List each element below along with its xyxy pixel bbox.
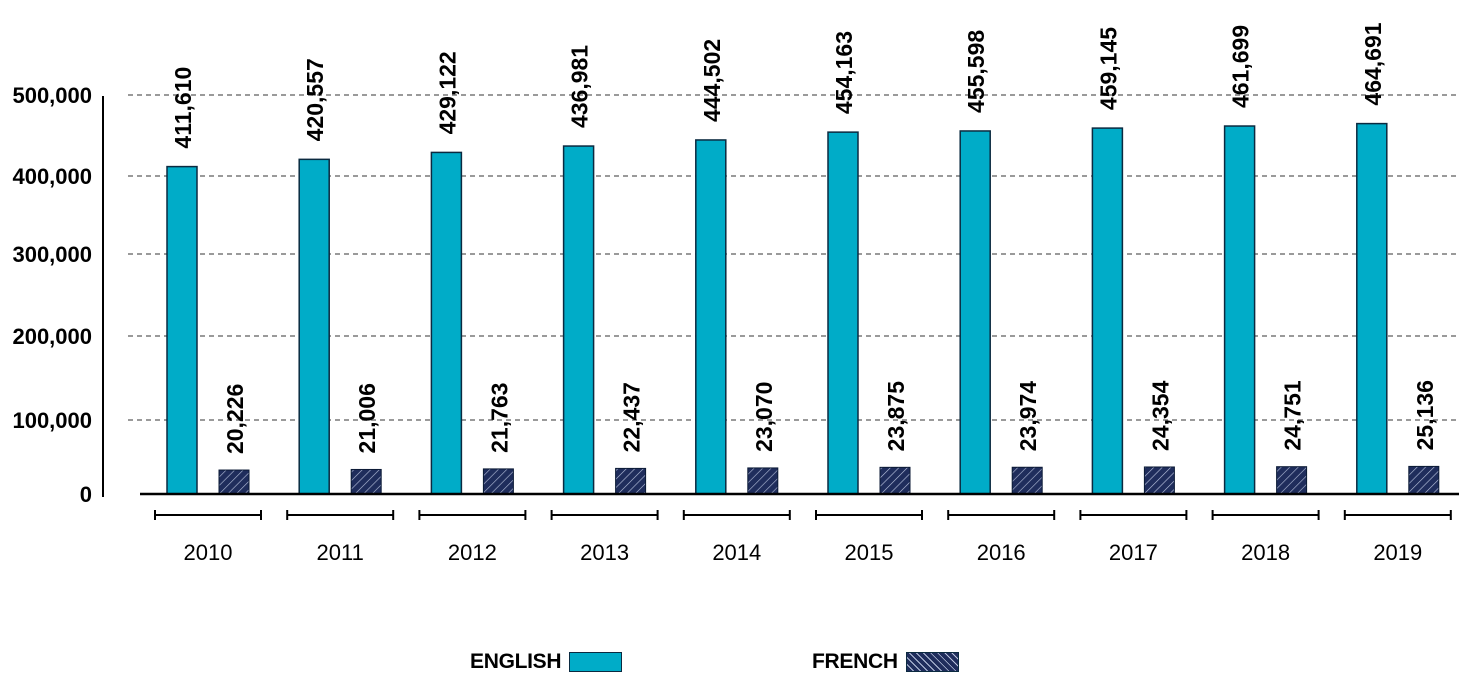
- legend-swatch-french: [905, 652, 959, 672]
- bars: 411,610 20,226 420,557 21,006 429,122 21,763 4…: [166, 22, 1440, 495]
- data-label-english: 455,598: [963, 30, 989, 113]
- legend-label-english: ENGLISH: [470, 650, 562, 673]
- y-tick-label: 0: [80, 482, 92, 507]
- bar-english: [827, 131, 859, 495]
- y-tick-label: 500,000: [12, 83, 92, 108]
- x-tick-label: 2012: [448, 540, 497, 565]
- x-tick-label: 2019: [1373, 540, 1422, 565]
- x-axis: 2010 2011 2012 2013 2014 2015 2016 2017 2018 2019: [140, 492, 1459, 565]
- data-label-french: 21,006: [354, 383, 380, 453]
- y-axis: 0 100,000 200,000 300,000 400,000 500,000: [12, 83, 104, 507]
- data-label-english: 461,699: [1228, 25, 1254, 108]
- bar-english: [298, 158, 330, 495]
- bar-english: [1223, 125, 1256, 495]
- bar-french: [218, 469, 250, 495]
- bar-english: [1356, 122, 1388, 495]
- data-label-french: 24,751: [1280, 380, 1306, 451]
- x-tick-label: 2017: [1109, 540, 1158, 565]
- data-label-french: 23,974: [1015, 381, 1041, 452]
- legend-label-french: FRENCH: [812, 650, 898, 673]
- data-label-french: 23,070: [751, 382, 777, 452]
- bar-french: [1143, 466, 1175, 495]
- data-label-english: 444,502: [699, 39, 725, 122]
- bar-french: [1276, 466, 1308, 495]
- y-tick-label: 100,000: [12, 408, 92, 433]
- bar-english: [562, 145, 595, 495]
- legend: ENGLISH FRENCH: [0, 650, 1459, 678]
- bar-french: [879, 466, 911, 495]
- bar-french: [350, 468, 382, 495]
- bar-english: [166, 165, 198, 495]
- data-label-french: 22,437: [619, 382, 645, 452]
- y-tick-label: 400,000: [12, 164, 92, 189]
- data-label-french: 25,136: [1412, 380, 1438, 450]
- data-label-english: 429,122: [434, 51, 460, 134]
- bar-french: [747, 467, 779, 495]
- bar-french: [615, 467, 647, 495]
- bar-english: [695, 139, 727, 495]
- legend-item-english: ENGLISH: [470, 650, 623, 674]
- data-label-english: 436,981: [567, 45, 593, 128]
- data-label-french: 24,354: [1147, 380, 1173, 451]
- bar-french: [1011, 466, 1043, 495]
- data-label-french: 21,763: [486, 383, 512, 453]
- data-label-english: 459,145: [1095, 27, 1121, 110]
- data-label-english: 454,163: [831, 31, 857, 114]
- y-tick-label: 300,000: [12, 242, 92, 267]
- legend-item-french: FRENCH: [812, 650, 959, 674]
- data-label-french: 23,875: [883, 381, 909, 452]
- bar-english: [430, 151, 463, 495]
- data-label-english: 464,691: [1360, 22, 1386, 105]
- data-label-english: 420,557: [302, 58, 328, 141]
- bar-english: [959, 130, 991, 495]
- y-tick-label: 200,000: [12, 324, 92, 349]
- x-tick-label: 2018: [1241, 540, 1290, 565]
- data-label-french: 20,226: [222, 384, 248, 454]
- data-label-english: 411,610: [170, 67, 196, 149]
- x-tick-label: 2015: [845, 540, 894, 565]
- x-tick-label: 2014: [712, 540, 761, 565]
- x-tick-label: 2011: [317, 540, 364, 565]
- x-tick-label: 2013: [580, 540, 629, 565]
- bar-english: [1091, 127, 1124, 495]
- x-tick-label: 2010: [184, 540, 233, 565]
- x-tick-label: 2016: [977, 540, 1026, 565]
- bar-french: [1408, 465, 1440, 495]
- legend-swatch-english: [569, 652, 623, 672]
- bar-french: [482, 468, 514, 495]
